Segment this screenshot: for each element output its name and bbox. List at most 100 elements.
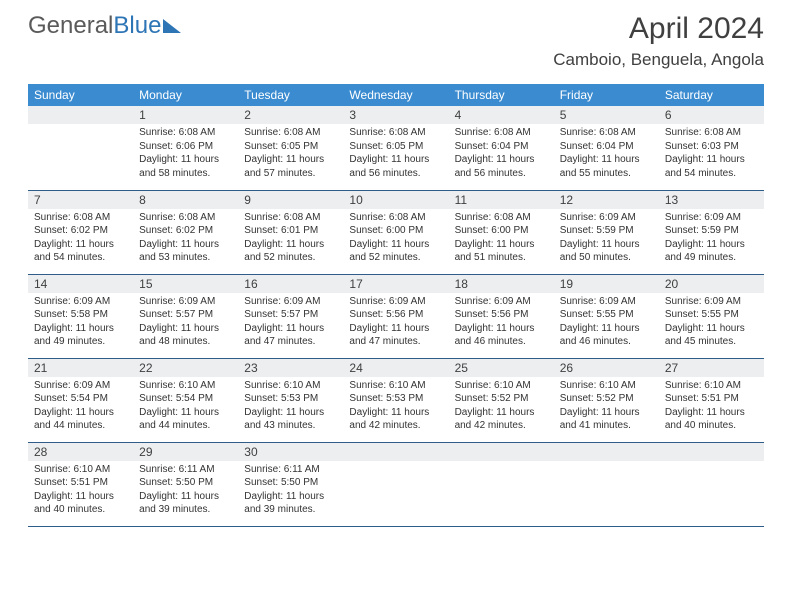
weekday-header: Monday [133,84,238,106]
day-body: Sunrise: 6:10 AMSunset: 5:54 PMDaylight:… [133,377,238,437]
calendar-cell [449,442,554,526]
day-body: Sunrise: 6:11 AMSunset: 5:50 PMDaylight:… [133,461,238,521]
day-body: Sunrise: 6:10 AMSunset: 5:53 PMDaylight:… [343,377,448,437]
day-body: Sunrise: 6:09 AMSunset: 5:59 PMDaylight:… [659,209,764,269]
calendar-row: 1Sunrise: 6:08 AMSunset: 6:06 PMDaylight… [28,106,764,190]
day-number: 7 [28,191,133,209]
day-number: 25 [449,359,554,377]
day-body: Sunrise: 6:11 AMSunset: 5:50 PMDaylight:… [238,461,343,521]
day-number: 29 [133,443,238,461]
calendar-cell [343,442,448,526]
calendar-cell: 21Sunrise: 6:09 AMSunset: 5:54 PMDayligh… [28,358,133,442]
calendar-cell: 5Sunrise: 6:08 AMSunset: 6:04 PMDaylight… [554,106,659,190]
day-body: Sunrise: 6:10 AMSunset: 5:51 PMDaylight:… [659,377,764,437]
day-body: Sunrise: 6:08 AMSunset: 6:06 PMDaylight:… [133,124,238,184]
day-number: 10 [343,191,448,209]
calendar-cell: 10Sunrise: 6:08 AMSunset: 6:00 PMDayligh… [343,190,448,274]
day-number: 11 [449,191,554,209]
day-number: 20 [659,275,764,293]
weekday-header: Thursday [449,84,554,106]
calendar-cell: 19Sunrise: 6:09 AMSunset: 5:55 PMDayligh… [554,274,659,358]
day-number: 18 [449,275,554,293]
calendar-body: 1Sunrise: 6:08 AMSunset: 6:06 PMDaylight… [28,106,764,526]
calendar-row: 7Sunrise: 6:08 AMSunset: 6:02 PMDaylight… [28,190,764,274]
title-block: April 2024 Camboio, Benguela, Angola [553,12,764,70]
brand-part2: Blue [113,12,161,40]
calendar-cell: 26Sunrise: 6:10 AMSunset: 5:52 PMDayligh… [554,358,659,442]
day-number: 8 [133,191,238,209]
calendar-cell: 25Sunrise: 6:10 AMSunset: 5:52 PMDayligh… [449,358,554,442]
calendar-cell: 17Sunrise: 6:09 AMSunset: 5:56 PMDayligh… [343,274,448,358]
day-number: 15 [133,275,238,293]
day-body: Sunrise: 6:10 AMSunset: 5:52 PMDaylight:… [449,377,554,437]
calendar-cell [28,106,133,190]
calendar-cell: 30Sunrise: 6:11 AMSunset: 5:50 PMDayligh… [238,442,343,526]
calendar-cell: 14Sunrise: 6:09 AMSunset: 5:58 PMDayligh… [28,274,133,358]
calendar-table: SundayMondayTuesdayWednesdayThursdayFrid… [28,84,764,527]
day-number: 30 [238,443,343,461]
day-number: 28 [28,443,133,461]
day-body: Sunrise: 6:09 AMSunset: 5:54 PMDaylight:… [28,377,133,437]
calendar-cell: 1Sunrise: 6:08 AMSunset: 6:06 PMDaylight… [133,106,238,190]
calendar-cell: 2Sunrise: 6:08 AMSunset: 6:05 PMDaylight… [238,106,343,190]
day-number: 24 [343,359,448,377]
calendar-head: SundayMondayTuesdayWednesdayThursdayFrid… [28,84,764,106]
calendar-cell: 7Sunrise: 6:08 AMSunset: 6:02 PMDaylight… [28,190,133,274]
day-number: 2 [238,106,343,124]
calendar-cell [554,442,659,526]
header: GeneralBlue April 2024 Camboio, Benguela… [0,0,792,78]
day-body: Sunrise: 6:10 AMSunset: 5:52 PMDaylight:… [554,377,659,437]
calendar-cell: 15Sunrise: 6:09 AMSunset: 5:57 PMDayligh… [133,274,238,358]
calendar-cell: 16Sunrise: 6:09 AMSunset: 5:57 PMDayligh… [238,274,343,358]
day-number: 9 [238,191,343,209]
day-body: Sunrise: 6:08 AMSunset: 6:00 PMDaylight:… [343,209,448,269]
day-body: Sunrise: 6:08 AMSunset: 6:02 PMDaylight:… [133,209,238,269]
day-body: Sunrise: 6:08 AMSunset: 6:05 PMDaylight:… [238,124,343,184]
calendar-cell: 22Sunrise: 6:10 AMSunset: 5:54 PMDayligh… [133,358,238,442]
calendar-cell: 29Sunrise: 6:11 AMSunset: 5:50 PMDayligh… [133,442,238,526]
calendar-cell: 28Sunrise: 6:10 AMSunset: 5:51 PMDayligh… [28,442,133,526]
day-number-empty [554,443,659,461]
day-body: Sunrise: 6:09 AMSunset: 5:56 PMDaylight:… [343,293,448,353]
day-number-empty [343,443,448,461]
day-body: Sunrise: 6:09 AMSunset: 5:57 PMDaylight:… [238,293,343,353]
day-number: 17 [343,275,448,293]
brand-logo: GeneralBlue [28,12,181,40]
day-number: 5 [554,106,659,124]
day-number: 1 [133,106,238,124]
day-body: Sunrise: 6:08 AMSunset: 6:03 PMDaylight:… [659,124,764,184]
day-body: Sunrise: 6:09 AMSunset: 5:57 PMDaylight:… [133,293,238,353]
day-number: 14 [28,275,133,293]
weekday-header: Saturday [659,84,764,106]
day-body: Sunrise: 6:08 AMSunset: 6:01 PMDaylight:… [238,209,343,269]
day-body: Sunrise: 6:09 AMSunset: 5:56 PMDaylight:… [449,293,554,353]
day-number: 26 [554,359,659,377]
calendar-cell: 18Sunrise: 6:09 AMSunset: 5:56 PMDayligh… [449,274,554,358]
day-number-empty [28,106,133,124]
calendar-cell: 11Sunrise: 6:08 AMSunset: 6:00 PMDayligh… [449,190,554,274]
day-number: 3 [343,106,448,124]
day-body: Sunrise: 6:08 AMSunset: 6:02 PMDaylight:… [28,209,133,269]
day-number: 6 [659,106,764,124]
calendar-row: 14Sunrise: 6:09 AMSunset: 5:58 PMDayligh… [28,274,764,358]
day-number-empty [449,443,554,461]
day-body: Sunrise: 6:08 AMSunset: 6:00 PMDaylight:… [449,209,554,269]
weekday-header: Friday [554,84,659,106]
calendar-cell: 12Sunrise: 6:09 AMSunset: 5:59 PMDayligh… [554,190,659,274]
day-body: Sunrise: 6:10 AMSunset: 5:51 PMDaylight:… [28,461,133,521]
day-number: 12 [554,191,659,209]
day-body: Sunrise: 6:09 AMSunset: 5:55 PMDaylight:… [659,293,764,353]
calendar-row: 21Sunrise: 6:09 AMSunset: 5:54 PMDayligh… [28,358,764,442]
day-body: Sunrise: 6:08 AMSunset: 6:04 PMDaylight:… [554,124,659,184]
calendar-cell: 8Sunrise: 6:08 AMSunset: 6:02 PMDaylight… [133,190,238,274]
calendar-cell: 20Sunrise: 6:09 AMSunset: 5:55 PMDayligh… [659,274,764,358]
day-body: Sunrise: 6:09 AMSunset: 5:58 PMDaylight:… [28,293,133,353]
day-number: 19 [554,275,659,293]
calendar-cell [659,442,764,526]
weekday-header: Tuesday [238,84,343,106]
day-body: Sunrise: 6:09 AMSunset: 5:55 PMDaylight:… [554,293,659,353]
location: Camboio, Benguela, Angola [553,50,764,70]
calendar-cell: 3Sunrise: 6:08 AMSunset: 6:05 PMDaylight… [343,106,448,190]
day-body: Sunrise: 6:08 AMSunset: 6:04 PMDaylight:… [449,124,554,184]
day-body: Sunrise: 6:10 AMSunset: 5:53 PMDaylight:… [238,377,343,437]
